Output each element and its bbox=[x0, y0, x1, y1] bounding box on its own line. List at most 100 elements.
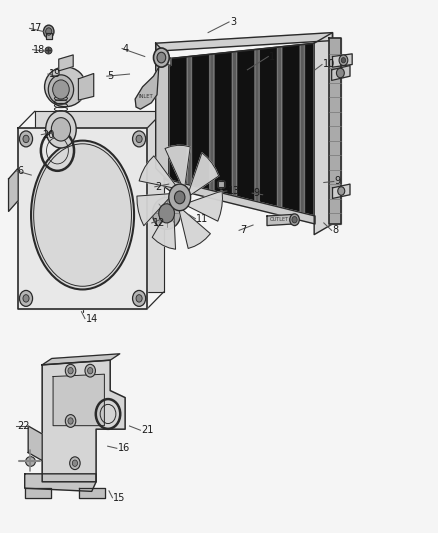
Circle shape bbox=[85, 365, 95, 377]
Polygon shape bbox=[255, 49, 259, 205]
Text: 9: 9 bbox=[253, 188, 259, 198]
Circle shape bbox=[72, 460, 78, 466]
Circle shape bbox=[70, 457, 80, 470]
Text: 11: 11 bbox=[196, 214, 208, 224]
Polygon shape bbox=[155, 43, 169, 181]
Polygon shape bbox=[314, 33, 332, 235]
Polygon shape bbox=[332, 66, 350, 80]
Polygon shape bbox=[42, 360, 125, 482]
Circle shape bbox=[338, 187, 345, 195]
Ellipse shape bbox=[48, 75, 74, 104]
Circle shape bbox=[174, 191, 185, 204]
Circle shape bbox=[19, 131, 32, 147]
Polygon shape bbox=[28, 426, 42, 461]
Circle shape bbox=[68, 418, 73, 424]
Text: 15: 15 bbox=[113, 492, 126, 503]
Circle shape bbox=[65, 365, 76, 377]
Text: 5: 5 bbox=[108, 71, 114, 81]
Circle shape bbox=[339, 55, 348, 66]
Circle shape bbox=[136, 135, 142, 143]
Text: 7: 7 bbox=[240, 225, 246, 236]
Text: 19: 19 bbox=[49, 69, 61, 79]
Text: INLET: INLET bbox=[138, 94, 153, 99]
Circle shape bbox=[153, 48, 169, 67]
Polygon shape bbox=[332, 184, 350, 198]
Polygon shape bbox=[218, 181, 224, 187]
Ellipse shape bbox=[152, 197, 181, 229]
Polygon shape bbox=[42, 354, 120, 365]
Text: 20: 20 bbox=[42, 130, 55, 140]
Circle shape bbox=[336, 68, 344, 78]
Text: 4: 4 bbox=[123, 44, 129, 53]
Circle shape bbox=[65, 415, 76, 427]
Polygon shape bbox=[300, 44, 304, 216]
Text: 9: 9 bbox=[335, 176, 341, 187]
Polygon shape bbox=[329, 38, 341, 224]
Ellipse shape bbox=[31, 141, 134, 289]
Polygon shape bbox=[164, 59, 169, 183]
Text: 1: 1 bbox=[269, 52, 276, 61]
Circle shape bbox=[23, 295, 29, 302]
Text: 22: 22 bbox=[17, 421, 30, 431]
Circle shape bbox=[133, 131, 146, 147]
Polygon shape bbox=[267, 214, 293, 225]
Text: 13: 13 bbox=[228, 186, 240, 196]
Polygon shape bbox=[164, 179, 315, 224]
Text: 17: 17 bbox=[30, 23, 43, 34]
Text: 10: 10 bbox=[323, 60, 335, 69]
Circle shape bbox=[157, 52, 166, 63]
Polygon shape bbox=[332, 54, 352, 67]
Polygon shape bbox=[25, 488, 51, 498]
Polygon shape bbox=[53, 374, 104, 426]
Text: 14: 14 bbox=[86, 313, 98, 324]
Polygon shape bbox=[164, 43, 315, 219]
Polygon shape bbox=[9, 168, 18, 212]
Polygon shape bbox=[155, 33, 332, 51]
Circle shape bbox=[136, 295, 142, 302]
Polygon shape bbox=[135, 67, 159, 109]
Circle shape bbox=[23, 135, 29, 143]
Text: 16: 16 bbox=[118, 443, 130, 453]
Polygon shape bbox=[232, 52, 237, 199]
Text: 6: 6 bbox=[17, 166, 23, 176]
Polygon shape bbox=[35, 111, 163, 292]
Circle shape bbox=[88, 368, 93, 374]
Circle shape bbox=[341, 58, 346, 63]
Polygon shape bbox=[164, 179, 179, 197]
Circle shape bbox=[51, 118, 71, 141]
Polygon shape bbox=[187, 56, 191, 188]
Polygon shape bbox=[187, 191, 223, 221]
Circle shape bbox=[133, 290, 146, 306]
Polygon shape bbox=[79, 488, 106, 498]
Circle shape bbox=[46, 111, 76, 148]
Text: 12: 12 bbox=[152, 218, 165, 228]
Circle shape bbox=[43, 25, 54, 38]
Circle shape bbox=[290, 214, 299, 225]
Text: 3: 3 bbox=[230, 17, 236, 27]
Text: 21: 21 bbox=[141, 425, 154, 435]
Polygon shape bbox=[179, 209, 210, 248]
Polygon shape bbox=[59, 55, 73, 71]
Polygon shape bbox=[139, 156, 177, 188]
Circle shape bbox=[46, 28, 52, 35]
Text: OUTLET: OUTLET bbox=[270, 217, 289, 222]
Circle shape bbox=[19, 290, 32, 306]
Polygon shape bbox=[25, 474, 96, 491]
Polygon shape bbox=[78, 74, 94, 100]
Circle shape bbox=[169, 184, 191, 211]
Text: 2: 2 bbox=[155, 182, 162, 192]
Polygon shape bbox=[188, 153, 219, 196]
Text: 18: 18 bbox=[33, 45, 46, 54]
Ellipse shape bbox=[45, 67, 86, 107]
Polygon shape bbox=[165, 146, 190, 188]
Circle shape bbox=[68, 368, 73, 374]
Polygon shape bbox=[46, 33, 52, 39]
Polygon shape bbox=[18, 128, 147, 309]
Circle shape bbox=[292, 216, 297, 223]
Polygon shape bbox=[277, 47, 282, 211]
Text: 8: 8 bbox=[332, 225, 339, 236]
Polygon shape bbox=[210, 54, 214, 193]
Circle shape bbox=[159, 204, 174, 223]
Polygon shape bbox=[155, 54, 171, 66]
Polygon shape bbox=[137, 193, 171, 226]
